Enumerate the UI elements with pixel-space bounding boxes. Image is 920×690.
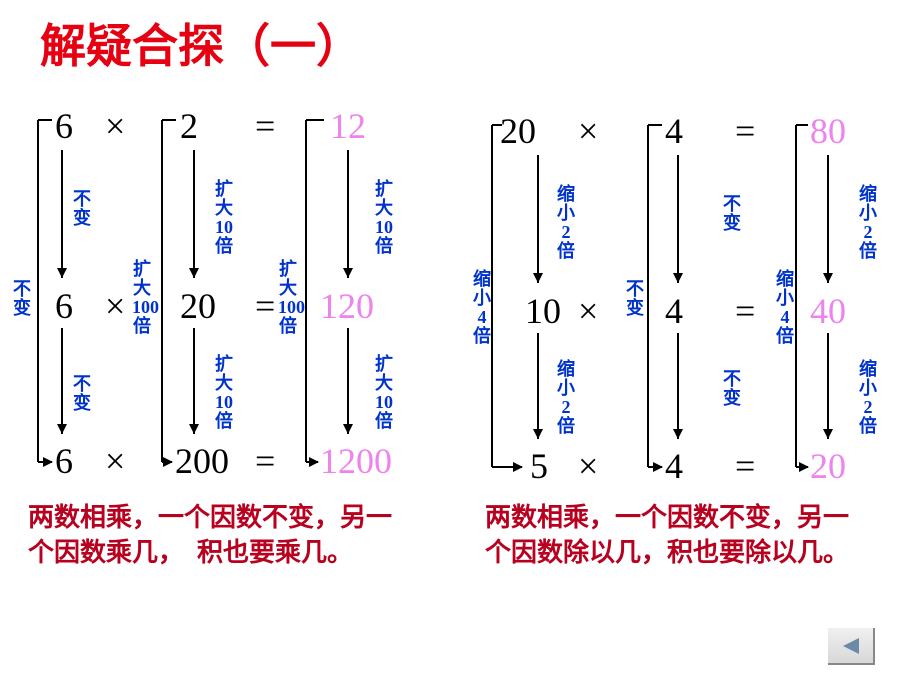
page-title: 解疑合探（一） bbox=[40, 10, 362, 76]
right-factor-a-2: 5 bbox=[530, 445, 548, 487]
left-factor-b-1: 20 bbox=[180, 285, 216, 327]
left-label-outer_a: 不变 bbox=[12, 280, 32, 318]
right-label-outer_a: 缩小4倍 bbox=[472, 270, 492, 346]
right-result-0: 80 bbox=[810, 110, 846, 152]
left-label-r12: 扩大10倍 bbox=[374, 180, 394, 256]
left-label-b23: 扩大10倍 bbox=[214, 355, 234, 431]
right-factor-a-0: 20 bbox=[500, 110, 536, 152]
right-factor-b-1: 4 bbox=[665, 290, 683, 332]
left-label-b_outer: 扩大100倍 bbox=[132, 260, 152, 336]
left-label-b12: 扩大10倍 bbox=[214, 180, 234, 256]
left-result-0: 12 bbox=[330, 105, 366, 147]
left-factor-a-0: 6 bbox=[55, 105, 73, 147]
right-factor-b-0: 4 bbox=[665, 110, 683, 152]
right-label-b12: 不变 bbox=[722, 195, 742, 233]
right-factor-b-2: 4 bbox=[665, 445, 683, 487]
right-label-b_outer: 不变 bbox=[625, 280, 645, 318]
right-equals-0: = bbox=[735, 110, 755, 152]
left-equals-2: = bbox=[255, 440, 275, 482]
left-label-r_outer: 扩大100倍 bbox=[278, 260, 298, 336]
right-label-a23: 缩小2倍 bbox=[556, 360, 576, 436]
left-label-r23: 扩大10倍 bbox=[374, 355, 394, 431]
nav-back-button[interactable] bbox=[828, 628, 875, 665]
right-result-2: 20 bbox=[810, 445, 846, 487]
left-equals-0: = bbox=[255, 105, 275, 147]
left-label-a23: 不变 bbox=[72, 375, 92, 413]
triangle-left-icon bbox=[839, 636, 863, 656]
left-times-2: × bbox=[105, 440, 125, 482]
right-label-r_outer: 缩小4倍 bbox=[775, 270, 795, 346]
right-label-r23: 缩小2倍 bbox=[858, 360, 878, 436]
right-equals-2: = bbox=[735, 445, 755, 487]
left-result-1: 120 bbox=[320, 285, 374, 327]
left-equals-1: = bbox=[255, 285, 275, 327]
left-factor-b-0: 2 bbox=[180, 105, 198, 147]
conclusion-right: 两数相乘，一个因数不变，另一个因数除以几，积也要除以几。 bbox=[485, 500, 865, 570]
right-result-1: 40 bbox=[810, 290, 846, 332]
left-times-1: × bbox=[105, 285, 125, 327]
right-label-a12: 缩小2倍 bbox=[556, 185, 576, 261]
right-times-1: × bbox=[578, 290, 598, 332]
right-label-r12: 缩小2倍 bbox=[858, 185, 878, 261]
left-factor-a-2: 6 bbox=[55, 440, 73, 482]
conclusion-left: 两数相乘，一个因数不变，另一个因数乘几， 积也要乘几。 bbox=[28, 500, 408, 570]
left-result-2: 1200 bbox=[320, 440, 392, 482]
left-factor-b-2: 200 bbox=[175, 440, 229, 482]
left-label-a12: 不变 bbox=[72, 190, 92, 228]
left-times-0: × bbox=[105, 105, 125, 147]
right-factor-a-1: 10 bbox=[525, 290, 561, 332]
right-times-2: × bbox=[578, 445, 598, 487]
left-factor-a-1: 6 bbox=[55, 285, 73, 327]
right-label-b23: 不变 bbox=[722, 370, 742, 408]
right-times-0: × bbox=[578, 110, 598, 152]
right-equals-1: = bbox=[735, 290, 755, 332]
